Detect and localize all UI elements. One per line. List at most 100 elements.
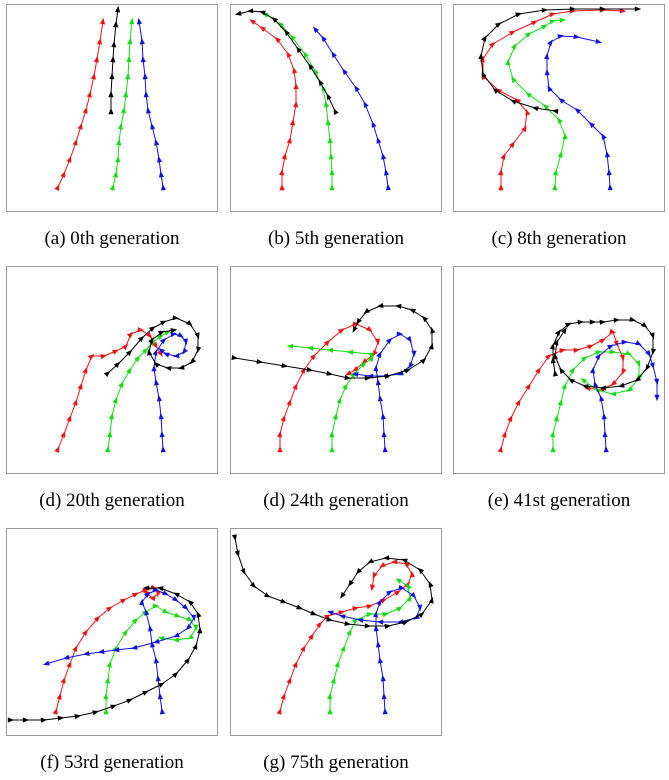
waypoint-marker-green (112, 396, 118, 404)
trajectory-green (262, 12, 335, 191)
waypoint-marker-black (355, 567, 362, 575)
trajectory-line-red (482, 9, 624, 187)
trajectory-black (231, 534, 434, 629)
waypoint-marker-blue (185, 623, 193, 631)
waypoint-marker-blue (417, 604, 423, 612)
waypoint-marker-blue (547, 85, 553, 92)
waypoint-marker-black (108, 90, 114, 98)
waypoint-marker-black (599, 319, 607, 325)
waypoint-marker-black (599, 6, 607, 12)
waypoint-marker-black (333, 108, 339, 115)
waypoint-marker-black (629, 316, 637, 322)
waypoint-marker-green (332, 412, 338, 420)
waypoint-marker-red (338, 610, 346, 616)
waypoint-marker-red (549, 12, 557, 18)
caption-a: (a) 0th generation (44, 228, 180, 249)
trajectory-red (479, 7, 627, 191)
waypoint-marker-blue (130, 644, 138, 650)
waypoint-marker-black (231, 534, 237, 542)
waypoint-marker-blue (162, 590, 169, 596)
waypoint-marker-green (552, 168, 558, 176)
waypoint-marker-blue (382, 707, 388, 715)
waypoint-marker-blue (544, 52, 550, 60)
waypoint-marker-red (86, 90, 92, 98)
waypoint-marker-red (249, 19, 257, 25)
waypoint-marker-green (277, 21, 285, 28)
waypoint-marker-black (110, 704, 117, 710)
trajectory-line-green (105, 605, 197, 711)
waypoint-marker-green (382, 612, 390, 618)
waypoint-marker-red (390, 559, 398, 565)
waypoint-marker-black (394, 303, 402, 309)
waypoint-marker-blue (154, 138, 160, 146)
waypoint-marker-black (157, 682, 165, 688)
waypoint-marker-red (93, 615, 101, 623)
waypoint-marker-black (296, 46, 302, 54)
waypoint-marker-blue (97, 649, 105, 655)
waypoint-marker-black (634, 6, 642, 12)
caption-f: (f) 53rd generation (40, 752, 184, 773)
waypoint-marker-red (82, 106, 88, 114)
waypoint-marker-blue (158, 348, 166, 354)
waypoint-marker-black (153, 361, 161, 368)
waypoint-marker-black (549, 342, 555, 350)
waypoint-marker-blue (150, 122, 156, 130)
trajectory-line-black (480, 8, 638, 112)
waypoint-marker-green (134, 355, 140, 363)
waypoint-marker-red (280, 693, 286, 700)
waypoint-marker-red (366, 604, 374, 610)
waypoint-marker-black (142, 585, 150, 591)
waypoint-marker-black (197, 626, 203, 634)
waypoint-marker-black (177, 364, 185, 370)
waypoint-marker-red (66, 156, 72, 163)
waypoint-marker-black (280, 598, 287, 604)
waypoint-marker-green (123, 90, 129, 98)
waypoint-marker-blue (375, 378, 381, 386)
trajectory-blue (151, 332, 188, 453)
trajectory-line-green (329, 579, 411, 711)
waypoint-marker-black (110, 55, 116, 63)
waypoint-marker-red (145, 331, 153, 339)
waypoint-marker-blue (151, 364, 157, 372)
waypoint-marker-black (640, 322, 648, 328)
waypoint-marker-red (500, 153, 506, 160)
waypoint-marker-red (609, 328, 617, 334)
trajectory-plot-c (453, 4, 665, 212)
waypoint-marker-black (160, 320, 167, 326)
waypoint-marker-blue (377, 394, 383, 402)
waypoint-marker-green (525, 91, 533, 98)
waypoint-marker-red (126, 331, 134, 339)
waypoint-marker-green (334, 660, 340, 668)
waypoint-marker-blue (371, 121, 377, 128)
waypoint-marker-blue (338, 614, 346, 620)
waypoint-marker-green (406, 583, 412, 591)
waypoint-marker-green (105, 676, 111, 684)
waypoint-marker-black (326, 370, 334, 376)
waypoint-marker-green (187, 634, 195, 640)
waypoint-marker-black (531, 106, 539, 112)
trajectory-green (505, 17, 568, 191)
trajectory-line-red (57, 20, 104, 188)
waypoint-marker-blue (312, 26, 319, 34)
caption-d2: (d) 24th generation (263, 490, 409, 511)
waypoint-marker-blue (146, 106, 152, 114)
trajectory-blue (327, 584, 423, 715)
trajectory-blue (351, 331, 417, 453)
waypoint-marker-red (619, 8, 627, 14)
waypoint-marker-black (173, 592, 180, 598)
waypoint-marker-blue (377, 656, 383, 664)
waypoint-marker-black (246, 8, 254, 14)
panel-b (230, 4, 442, 212)
waypoint-marker-blue (595, 353, 601, 361)
waypoint-marker-blue (321, 35, 327, 43)
waypoint-marker-black (57, 715, 65, 721)
waypoint-marker-green (327, 692, 333, 700)
waypoint-marker-black (126, 698, 133, 704)
waypoint-marker-black (171, 671, 179, 679)
waypoint-marker-blue (547, 39, 553, 47)
waypoint-marker-blue (376, 136, 382, 144)
waypoint-marker-red (293, 100, 299, 108)
waypoint-marker-green (286, 343, 294, 349)
waypoint-marker-black (492, 87, 500, 94)
waypoint-marker-black (569, 6, 577, 12)
